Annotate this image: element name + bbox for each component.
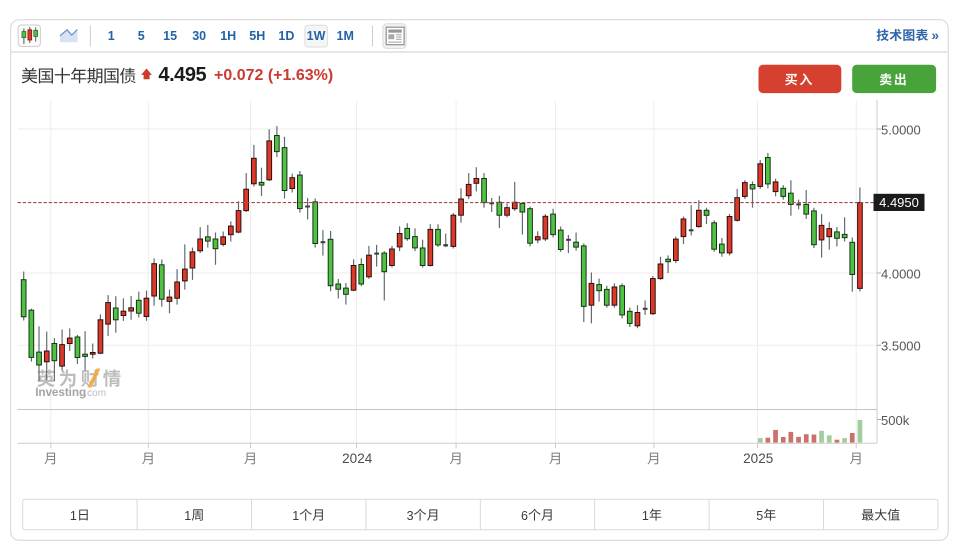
- svg-text:5: 5: [756, 509, 763, 523]
- svg-text:3: 3: [407, 509, 414, 523]
- svg-text:4.495: 4.495: [158, 64, 206, 86]
- svg-text:1M: 1M: [337, 29, 354, 43]
- svg-text:5: 5: [138, 29, 145, 43]
- svg-text:6: 6: [521, 509, 528, 523]
- svg-text:2025: 2025: [743, 451, 773, 466]
- svg-text:4.4950: 4.4950: [879, 195, 919, 210]
- svg-text:1W: 1W: [307, 29, 326, 43]
- svg-text:500k: 500k: [881, 413, 910, 428]
- svg-text:30: 30: [192, 29, 206, 43]
- svg-text:1: 1: [184, 509, 191, 523]
- svg-text:1: 1: [292, 509, 299, 523]
- svg-text:1H: 1H: [220, 29, 236, 43]
- svg-text:1: 1: [70, 509, 77, 523]
- svg-text:»: »: [932, 28, 940, 43]
- svg-text:.com: .com: [84, 388, 106, 399]
- svg-text:5.0000: 5.0000: [881, 122, 921, 137]
- svg-text:1D: 1D: [278, 29, 294, 43]
- svg-text:1: 1: [108, 29, 115, 43]
- svg-text:5H: 5H: [249, 29, 265, 43]
- svg-text:3.5000: 3.5000: [881, 339, 921, 354]
- svg-text:+0.072 (+1.63%): +0.072 (+1.63%): [214, 67, 333, 84]
- svg-text:2024: 2024: [342, 451, 373, 466]
- svg-text:15: 15: [163, 29, 177, 43]
- svg-text:4.0000: 4.0000: [881, 266, 921, 281]
- svg-text:Investing: Investing: [35, 385, 86, 399]
- svg-text:1: 1: [642, 509, 649, 523]
